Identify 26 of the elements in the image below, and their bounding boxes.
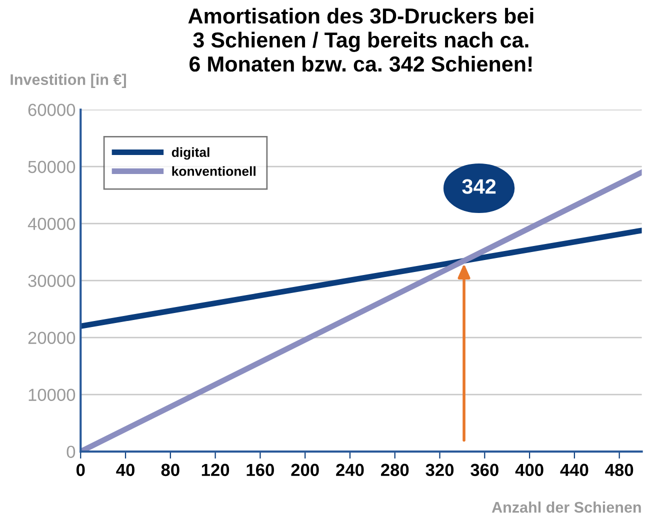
- legend-label: digital: [172, 147, 210, 160]
- x-tick-label: 280: [380, 464, 409, 476]
- chart-title: Amortisation des 3D-Druckers bei 3 Schienen / Tag bereits nach ca. 6 Monaten bzw. ca. 342 Schienen!: [188, 8, 534, 72]
- y-tick-label: 20000: [28, 332, 76, 344]
- x-tick-label: 0: [76, 464, 85, 476]
- annotation: 342: [462, 179, 496, 194]
- x-tick-label: 400: [515, 464, 544, 476]
- x-tick-label: 40: [116, 464, 134, 476]
- x-tick-label: 240: [336, 464, 364, 476]
- y-tick-label: 60000: [28, 104, 76, 116]
- x-tick-label: 200: [291, 464, 319, 476]
- y-tick-label: 50000: [28, 160, 76, 174]
- x-tick-label: 160: [246, 464, 274, 476]
- x-tick-label: 80: [161, 464, 180, 476]
- x-tick-label: 480: [605, 464, 634, 476]
- y-axis-title: Investition [in €]: [10, 74, 126, 88]
- x-tick-label: 440: [560, 464, 588, 476]
- x-tick-label: 320: [426, 464, 454, 476]
- y-tick-label: 30000: [28, 274, 76, 288]
- y-tick-label: 40000: [28, 218, 76, 230]
- legend-label: konventionell: [172, 166, 256, 176]
- y-tick-label: 10000: [28, 388, 76, 402]
- x-axis-title: Anzahl der Schienen: [492, 501, 641, 513]
- x-tick-label: 360: [470, 464, 498, 476]
- y-tick-label: 0: [66, 446, 76, 458]
- x-tick-label: 120: [202, 464, 230, 476]
